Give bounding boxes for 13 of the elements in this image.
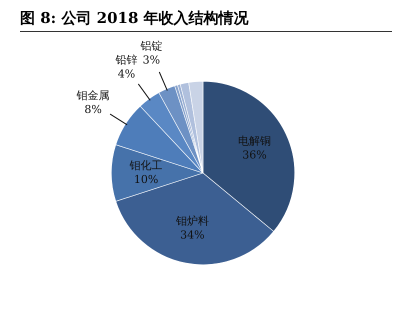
data-label: 34%	[180, 228, 205, 242]
slice-label: 钼金属	[76, 89, 110, 102]
slice-label: 铝锭	[139, 39, 162, 52]
data-label: 36%	[242, 148, 267, 162]
slice-label: 铅锌	[114, 54, 138, 67]
chart-title: 图 8: 公司 2018 年收入结构情况	[20, 6, 392, 32]
slice-label: 电解铜	[238, 134, 271, 148]
data-label: 10%	[134, 172, 158, 186]
slice-label: 钼炉料	[174, 214, 209, 228]
data-label: 4%	[118, 68, 136, 81]
data-label: 8%	[84, 103, 102, 116]
data-label: 3%	[142, 53, 160, 66]
slice-label: 钼化工	[128, 158, 163, 172]
